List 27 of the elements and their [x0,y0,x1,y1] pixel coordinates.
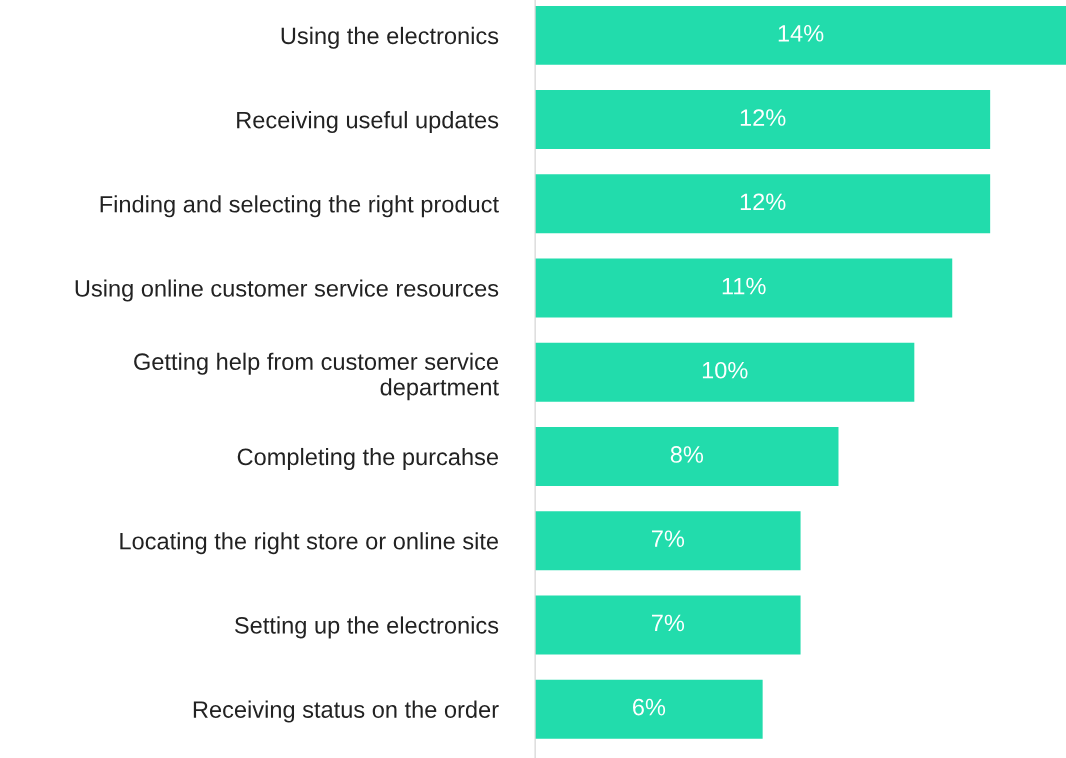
y-tick-label: Using the electronics [281,26,499,49]
bar [535,258,953,318]
bar [535,595,801,655]
y-tick-label: Using online customer service resources [75,279,499,302]
data-label: 12% [740,109,786,126]
bar [535,174,991,234]
data-label: 6% [633,698,666,716]
y-tick-label: Receiving status on the order [193,700,499,723]
y-tick-label: Setting up the electronics [234,616,499,639]
y-tick-label: Completing the purcahse [237,447,498,470]
bar [535,427,839,486]
bar [535,679,763,739]
bar [535,5,1066,65]
data-label: 11% [722,277,766,295]
y-tick-label: Receiving useful updates [237,111,499,134]
data-label: 8% [670,446,704,463]
y-tick-label: Getting help from customer service department [134,352,499,401]
data-label: 10% [702,361,748,379]
data-label: 12% [740,193,786,211]
y-tick-label: Finding and selecting the right product [100,195,499,218]
bar [535,90,991,150]
data-label: 7% [652,530,685,547]
data-label: 7% [652,614,685,632]
data-label: 14% [778,25,824,42]
bar [535,342,915,402]
y-tick-label: Locating the right store or online site [120,532,498,555]
bar [535,511,801,571]
